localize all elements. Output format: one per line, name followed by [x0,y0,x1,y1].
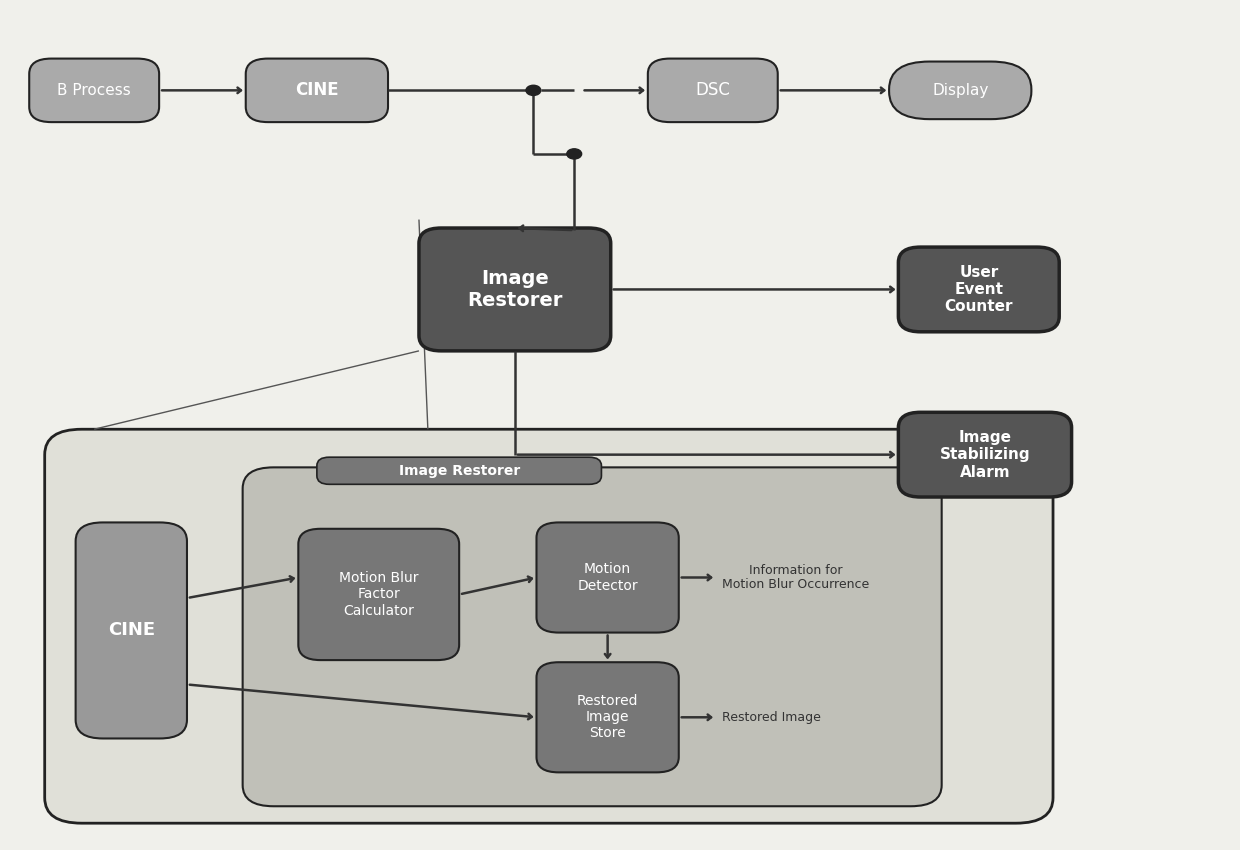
FancyBboxPatch shape [299,529,459,660]
Text: DSC: DSC [696,82,730,99]
FancyBboxPatch shape [889,61,1032,119]
Text: B Process: B Process [57,82,131,98]
Circle shape [526,85,541,95]
FancyBboxPatch shape [898,247,1059,332]
FancyBboxPatch shape [419,228,611,351]
Text: CINE: CINE [108,621,155,639]
Text: Display: Display [932,82,988,98]
Text: Image
Stabilizing
Alarm: Image Stabilizing Alarm [940,430,1030,479]
FancyBboxPatch shape [30,59,159,122]
Text: Image Restorer: Image Restorer [398,464,520,478]
Text: Restored
Image
Store: Restored Image Store [577,694,639,740]
FancyBboxPatch shape [317,457,601,484]
Text: Motion Blur
Factor
Calculator: Motion Blur Factor Calculator [339,571,418,618]
FancyBboxPatch shape [246,59,388,122]
Text: Restored Image: Restored Image [722,711,821,724]
FancyBboxPatch shape [537,662,678,773]
Text: User
Event
Counter: User Event Counter [945,264,1013,314]
Text: Image
Restorer: Image Restorer [467,269,563,310]
FancyBboxPatch shape [537,523,678,632]
Text: Motion
Detector: Motion Detector [578,563,637,592]
FancyBboxPatch shape [243,468,941,807]
Text: Information for
Motion Blur Occurrence: Information for Motion Blur Occurrence [722,564,869,592]
FancyBboxPatch shape [45,429,1053,823]
FancyBboxPatch shape [76,523,187,739]
Text: CINE: CINE [295,82,339,99]
FancyBboxPatch shape [898,412,1071,497]
Circle shape [567,149,582,159]
FancyBboxPatch shape [647,59,777,122]
